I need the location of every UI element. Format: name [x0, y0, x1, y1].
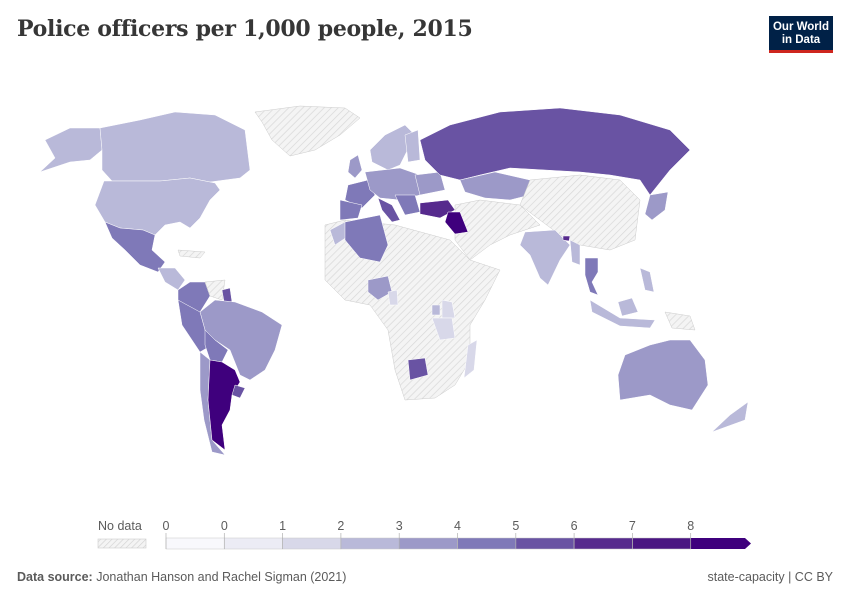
legend-tick-label: 6 — [570, 519, 578, 533]
country-thailand — [584, 257, 599, 296]
country-botswana — [407, 357, 429, 381]
legend-bin[interactable] — [515, 537, 575, 550]
legend-tick-label: 5 — [512, 519, 520, 533]
license-text[interactable]: state-capacity | CC BY — [707, 570, 833, 584]
country-balkans — [394, 194, 421, 216]
logo-line-1: Our World — [772, 21, 829, 33]
legend-bin[interactable] — [165, 537, 225, 550]
country-guyana — [221, 287, 233, 303]
country-canada — [99, 111, 251, 183]
country-greenland — [254, 105, 361, 157]
page-title: Police officers per 1,000 people, 2015 — [17, 16, 473, 42]
legend-tick-label: 0 — [162, 519, 170, 533]
country-cuba — [177, 249, 206, 259]
country-central-america — [157, 267, 186, 291]
country-north-africa — [324, 219, 501, 401]
legend-bin[interactable] — [282, 537, 342, 550]
country-middle-east — [454, 199, 541, 261]
legend-tick-label: 0 — [220, 519, 228, 533]
country-india — [519, 229, 571, 286]
country-uruguay — [231, 384, 246, 399]
country-finland — [404, 129, 421, 163]
country-algeria — [344, 214, 389, 263]
legend-bar — [97, 533, 751, 550]
country-uganda — [431, 304, 441, 316]
legend-tick-label: 4 — [454, 519, 461, 533]
legend-bin[interactable] — [224, 537, 283, 550]
country-kazakhstan — [459, 171, 531, 201]
country-france — [344, 179, 376, 209]
country-tanzania — [431, 317, 456, 341]
legend-tick-label: 7 — [628, 519, 636, 533]
color-legend: No data 0 0 1 2 3 4 5 6 7 8 — [0, 515, 850, 555]
legend-tick-label: 1 — [279, 519, 287, 533]
country-philippines — [639, 267, 655, 293]
owid-logo[interactable]: Our World in Data — [769, 16, 833, 53]
country-venezuela — [204, 279, 226, 301]
logo-line-2: in Data — [781, 34, 821, 46]
country-bhutan — [562, 235, 571, 242]
country-italy — [377, 197, 401, 223]
legend-tick-label: 2 — [337, 519, 345, 533]
country-mexico — [104, 221, 166, 273]
country-uk — [347, 154, 363, 179]
country-myanmar — [569, 239, 581, 266]
legend-no-data-label: No data — [98, 519, 142, 533]
country-argentina — [207, 359, 241, 451]
legend-bin[interactable] — [340, 537, 400, 550]
legend-bin[interactable] — [457, 537, 517, 550]
legend-no-data-swatch — [97, 538, 147, 549]
country-indonesia — [589, 299, 656, 329]
country-ukraine — [414, 171, 446, 196]
country-iraq — [444, 211, 469, 235]
legend-bin[interactable] — [573, 537, 633, 550]
world-map[interactable] — [0, 95, 850, 475]
country-china — [519, 174, 641, 251]
data-source-text[interactable]: Jonathan Hanson and Rachel Sigman (2021) — [92, 570, 347, 584]
country-alaska — [39, 127, 103, 173]
data-source-label: Data source: — [17, 570, 93, 584]
country-madagascar — [463, 339, 478, 379]
country-cameroon — [387, 289, 399, 306]
legend-tick-label: 8 — [687, 519, 695, 533]
country-borneo — [617, 297, 639, 317]
legend-bin[interactable] — [632, 537, 691, 550]
country-png — [664, 311, 696, 331]
country-spain — [339, 199, 363, 221]
country-japan — [644, 191, 669, 221]
country-australia — [617, 339, 709, 411]
data-source: Data source: Jonathan Hanson and Rachel … — [17, 570, 346, 584]
country-new-zealand — [711, 401, 749, 433]
country-kenya — [441, 299, 456, 319]
country-nigeria — [367, 275, 393, 301]
legend-bin[interactable] — [690, 538, 751, 549]
legend-tick-label: 3 — [395, 519, 403, 533]
legend-bin[interactable] — [398, 537, 458, 550]
